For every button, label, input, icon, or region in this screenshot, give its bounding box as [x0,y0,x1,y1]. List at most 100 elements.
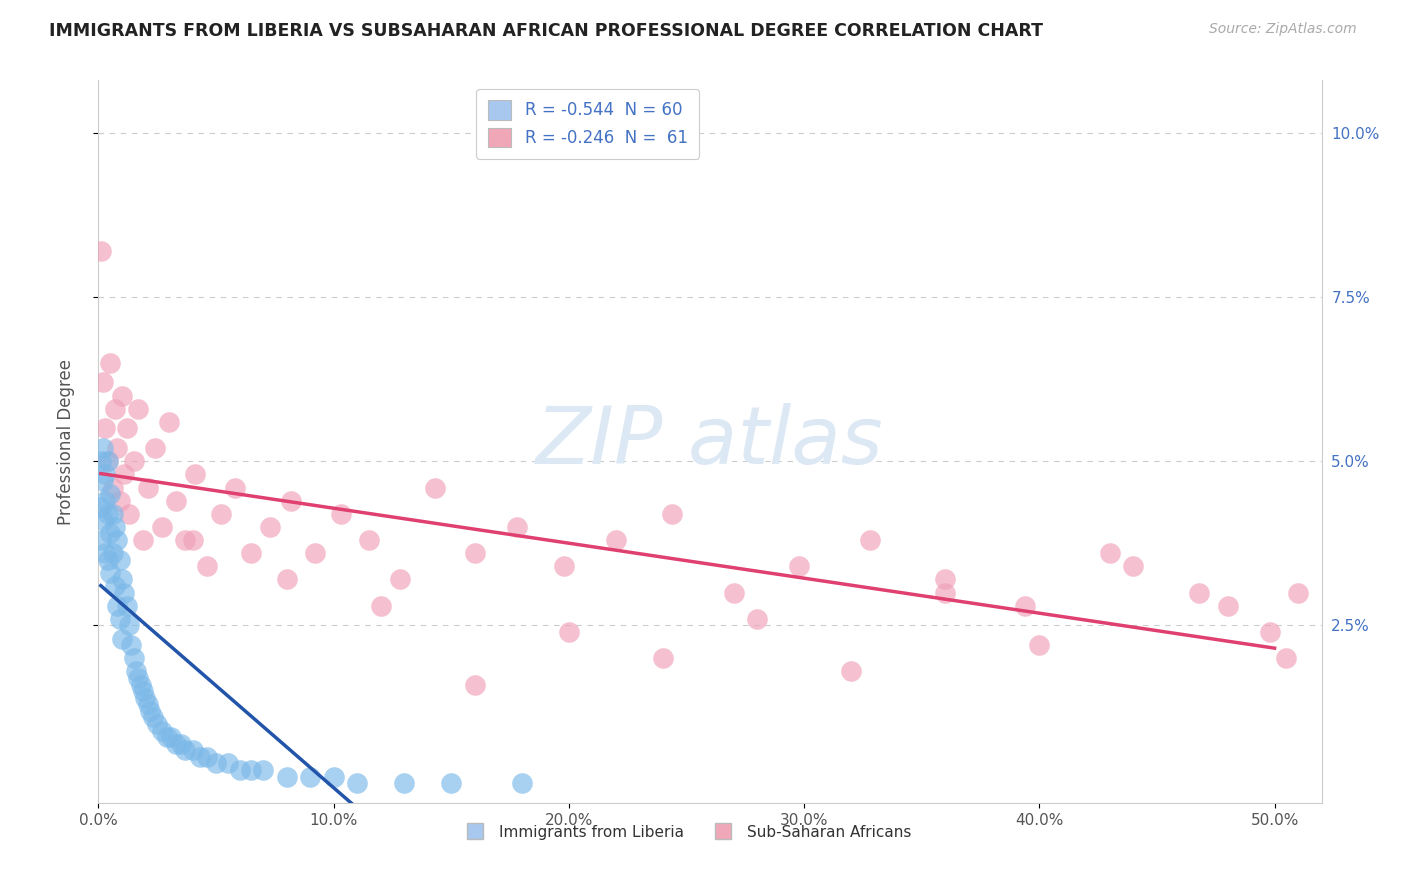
Point [129,677,152,691]
Text: Source: ZipAtlas.com: Source: ZipAtlas.com [1209,22,1357,37]
Point [136,698,159,712]
Point [94,421,117,435]
Point [252,763,274,777]
Point [118,507,141,521]
Point [97,454,120,468]
Point [108,493,131,508]
Point [98,566,121,580]
Point [101,481,124,495]
Point [132,684,155,698]
Point [558,625,581,640]
Point [146,717,169,731]
Point [111,388,134,402]
Point [392,776,416,790]
Point [652,651,675,665]
Point [934,585,956,599]
Point [329,507,352,521]
Point [184,467,207,482]
Point [105,599,128,613]
Point [195,559,218,574]
Point [276,770,298,784]
Legend: Immigrants from Liberia, Sub-Saharan Africans: Immigrants from Liberia, Sub-Saharan Afr… [454,819,918,846]
Point [165,493,187,508]
Point [120,638,142,652]
Point [789,559,811,574]
Point [276,573,298,587]
Point [188,749,211,764]
Point [304,546,326,560]
Point [1286,585,1309,599]
Point [661,507,683,521]
Point [90,500,112,515]
Point [98,356,121,370]
Point [839,665,862,679]
Point [745,612,768,626]
Point [127,401,149,416]
Point [170,737,193,751]
Point [90,454,112,468]
Point [111,632,134,646]
Point [118,618,141,632]
Point [111,573,134,587]
Point [299,770,322,784]
Y-axis label: Professional Degree: Professional Degree [56,359,75,524]
Point [165,737,187,751]
Point [174,743,197,757]
Point [141,710,163,724]
Point [134,690,156,705]
Point [217,756,239,771]
Point [370,599,392,613]
Point [1275,651,1298,665]
Point [160,730,183,744]
Point [136,481,159,495]
Point [90,533,112,547]
Point [108,553,131,567]
Point [423,481,446,495]
Point [1188,585,1211,599]
Point [1028,638,1050,652]
Point [115,421,138,435]
Point [1258,625,1281,640]
Point [91,441,114,455]
Point [122,454,145,468]
Point [90,244,112,258]
Point [157,415,180,429]
Point [91,513,114,527]
Point [105,441,128,455]
Point [143,441,166,455]
Point [94,546,117,560]
Point [94,467,117,482]
Point [127,671,149,685]
Point [112,467,135,482]
Point [91,474,114,488]
Point [510,776,533,790]
Point [97,454,120,468]
Point [1216,599,1239,613]
Point [150,520,173,534]
Point [464,546,486,560]
Point [181,533,204,547]
Point [181,743,204,757]
Point [723,585,745,599]
Point [97,507,120,521]
Point [228,763,250,777]
Point [859,533,882,547]
Point [101,507,124,521]
Point [506,520,529,534]
Point [934,573,956,587]
Point [605,533,627,547]
Point [224,481,246,495]
Point [108,612,131,626]
Point [553,559,575,574]
Text: IMMIGRANTS FROM LIBERIA VS SUBSAHARAN AFRICAN PROFESSIONAL DEGREE CORRELATION CH: IMMIGRANTS FROM LIBERIA VS SUBSAHARAN AF… [49,22,1043,40]
Point [98,526,121,541]
Point [132,533,155,547]
Point [156,730,179,744]
Point [346,776,368,790]
Point [280,493,302,508]
Point [440,776,463,790]
Point [104,520,127,534]
Text: ZIP atlas: ZIP atlas [536,402,884,481]
Point [139,704,162,718]
Point [112,585,135,599]
